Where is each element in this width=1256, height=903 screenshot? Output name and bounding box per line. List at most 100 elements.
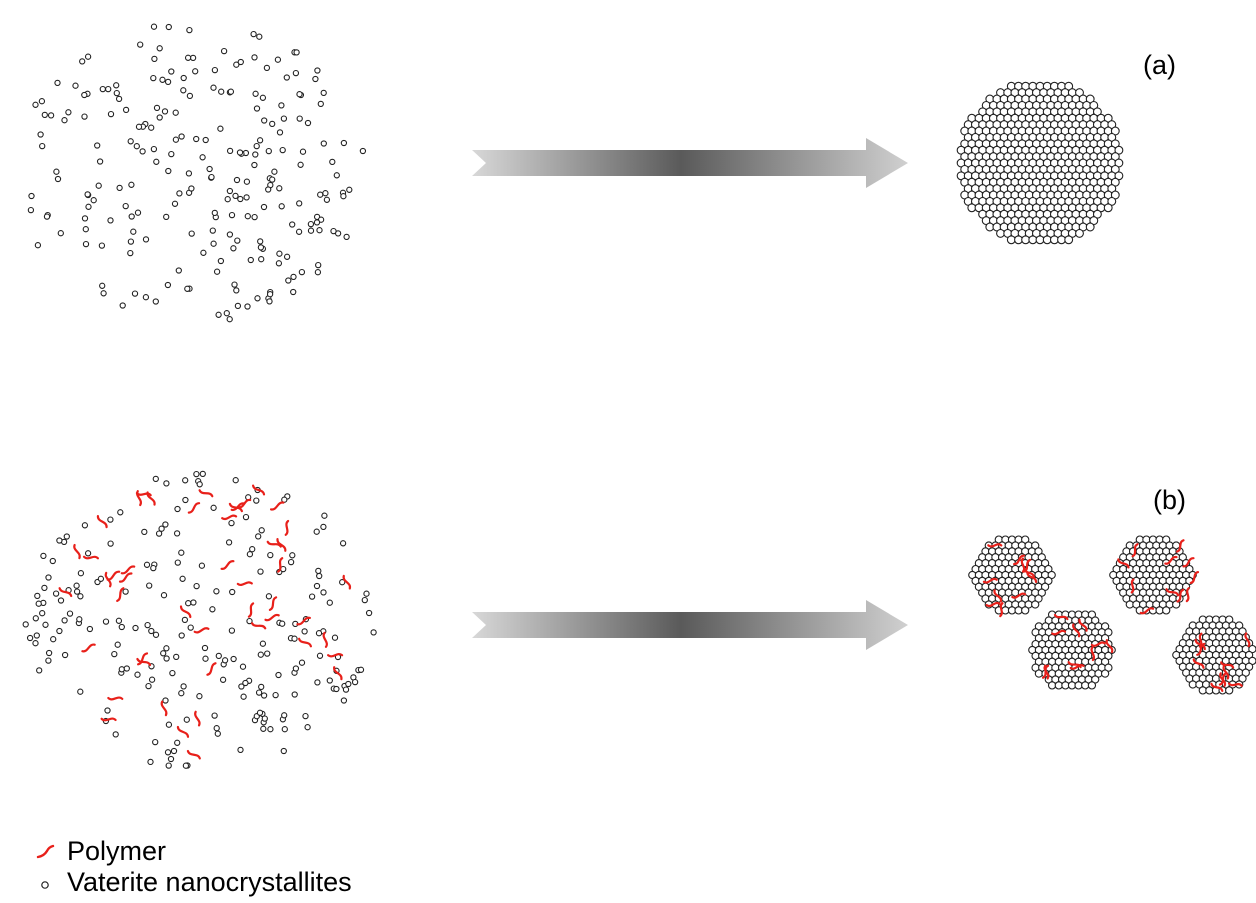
panel-label-a: (a) (1143, 50, 1176, 80)
crystallite (35, 600, 42, 607)
crystallite (316, 652, 324, 659)
crystallite (242, 679, 249, 687)
crystallite (217, 125, 224, 132)
crystallite (45, 649, 53, 657)
crystallite (333, 172, 340, 179)
polymer-strand (198, 489, 214, 498)
crystallite (65, 109, 72, 116)
crystallite (321, 512, 328, 519)
aggregate-polymer (1219, 672, 1227, 687)
polymer-strand (107, 696, 124, 701)
crystallite (142, 236, 150, 243)
crystallite (117, 509, 124, 516)
crystallite (295, 228, 303, 235)
crystallite (202, 655, 209, 662)
crystallite (263, 64, 271, 72)
polymer-strand (247, 602, 255, 618)
crystallite (292, 665, 300, 672)
polymer-strand (322, 631, 328, 648)
crystallite (296, 91, 303, 98)
crystallite (224, 196, 231, 203)
aggregate-crystallite (1172, 600, 1181, 609)
crystallite (296, 115, 303, 122)
polymer-strand (206, 662, 217, 676)
crystallite (98, 242, 106, 249)
crystallite (320, 523, 327, 531)
legend-crystallite-label: Vaterite nanocrystallites (67, 867, 352, 897)
crystallite (251, 161, 258, 169)
crystallite (56, 537, 63, 544)
crystallite (274, 56, 282, 63)
crystallite (242, 513, 250, 521)
crystallite (163, 655, 170, 662)
polymer-strand (116, 587, 125, 602)
crystallite (172, 136, 180, 143)
crystallite (160, 592, 168, 599)
crystallite (135, 123, 143, 130)
crystallite (213, 725, 220, 732)
crystallite (164, 749, 172, 756)
polymer-strand (327, 652, 344, 658)
crystallite (144, 621, 151, 629)
crystallite (192, 68, 199, 75)
crystallite (299, 148, 307, 155)
crystallite (178, 632, 185, 639)
aggregate-particle-a (956, 81, 1124, 245)
crystallite (148, 676, 156, 683)
crystallite (189, 54, 197, 62)
aggregate-crystallite (967, 203, 977, 213)
crystallite (218, 88, 225, 95)
crystallite (153, 158, 160, 165)
process-arrow-a (472, 138, 908, 188)
crystallite (287, 558, 295, 566)
crystallite (163, 480, 170, 487)
polymer-strand (58, 587, 73, 598)
crystallite (148, 627, 155, 635)
aggregate-crystallite (1087, 681, 1097, 690)
crystallite (81, 91, 88, 99)
polymer-strand (221, 514, 238, 521)
crystallite (252, 151, 259, 158)
crystallite (34, 592, 41, 600)
crystallite (301, 628, 308, 635)
crystallite (226, 231, 234, 238)
aggregate-crystallite (1047, 681, 1057, 690)
polymer-strand (276, 538, 287, 552)
crystallite (257, 568, 264, 575)
aggregate-polymer (1192, 658, 1205, 669)
crystallite (184, 54, 192, 61)
crystallite (164, 281, 172, 289)
crystallite (276, 129, 284, 136)
crystallite (53, 168, 60, 175)
crystallite (290, 288, 297, 296)
crystallite (260, 692, 268, 699)
crystallite (229, 588, 236, 596)
crystallite (298, 659, 306, 666)
crystallite (193, 135, 200, 143)
crystallite (246, 551, 254, 558)
crystallite (313, 582, 321, 590)
aggregate-crystallite (996, 228, 1005, 238)
crystallite (314, 679, 321, 686)
crystallite (116, 184, 123, 192)
crystallite (81, 113, 88, 120)
aggregate-polymer (1164, 555, 1178, 565)
polymer-strand (264, 613, 280, 622)
crystallite (258, 256, 265, 263)
crystallite (265, 593, 273, 600)
crystallite (209, 606, 216, 613)
aggregate-polymer (1105, 639, 1114, 654)
crystallite (233, 287, 240, 294)
crystallite (179, 575, 186, 582)
crystallite (155, 530, 163, 537)
crystallite (61, 117, 68, 124)
crystallite (257, 244, 265, 251)
polymer-strand (100, 717, 117, 722)
polymer-strand (82, 555, 99, 560)
crystallite (308, 593, 316, 600)
crystallite (257, 651, 264, 658)
crystallite (178, 690, 185, 697)
aggregate-polymer (1130, 578, 1135, 594)
panel-a (27, 23, 1124, 323)
